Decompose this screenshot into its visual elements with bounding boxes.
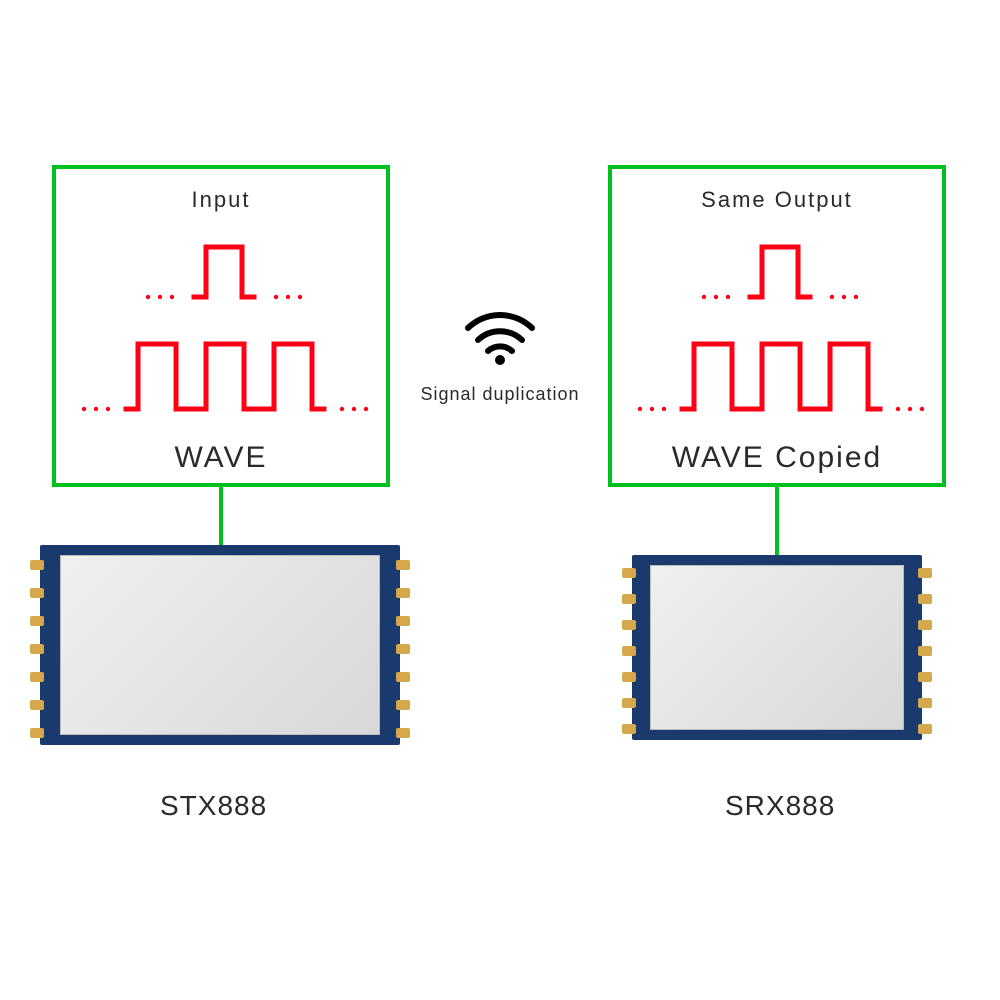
chip-pin [30, 728, 44, 738]
chip-pin [918, 698, 932, 708]
chip-pin [622, 568, 636, 578]
chip-pin [30, 588, 44, 598]
stx888-label: STX888 [160, 790, 267, 822]
chip-pin [918, 646, 932, 656]
chip-pin [622, 646, 636, 656]
chip-pin [396, 728, 410, 738]
chip-pin [30, 672, 44, 682]
chip-pin [622, 698, 636, 708]
srx888-shield [650, 565, 904, 730]
output-wave-label: WAVE Copied [612, 441, 942, 475]
chip-pin [918, 568, 932, 578]
stx888-module [40, 545, 400, 745]
chip-pin [918, 724, 932, 734]
chip-pin [30, 700, 44, 710]
input-wave-label: WAVE [56, 441, 386, 475]
output-wave-bottom [612, 169, 950, 429]
chip-pin [396, 560, 410, 570]
chip-pin [918, 594, 932, 604]
chip-pin [918, 672, 932, 682]
chip-pin [622, 724, 636, 734]
input-wave-bottom [56, 169, 394, 429]
chip-pin [622, 594, 636, 604]
wifi-icon [460, 298, 540, 368]
chip-pin [396, 644, 410, 654]
chip-pin [396, 616, 410, 626]
chip-pin [30, 560, 44, 570]
chip-pin [30, 644, 44, 654]
output-signal-box: Same Output WAVE Copied [608, 165, 946, 487]
signal-duplication-label: Signal duplication [420, 384, 580, 405]
chip-pin [918, 620, 932, 630]
chip-pin [396, 588, 410, 598]
srx888-label: SRX888 [725, 790, 835, 822]
chip-pin [622, 620, 636, 630]
right-stem [775, 487, 779, 557]
chip-pin [396, 700, 410, 710]
chip-pin [622, 672, 636, 682]
input-signal-box: Input WAVE [52, 165, 390, 487]
stx888-shield [60, 555, 380, 735]
chip-pin [30, 616, 44, 626]
chip-pin [396, 672, 410, 682]
srx888-module [632, 555, 922, 740]
left-stem [219, 487, 223, 547]
